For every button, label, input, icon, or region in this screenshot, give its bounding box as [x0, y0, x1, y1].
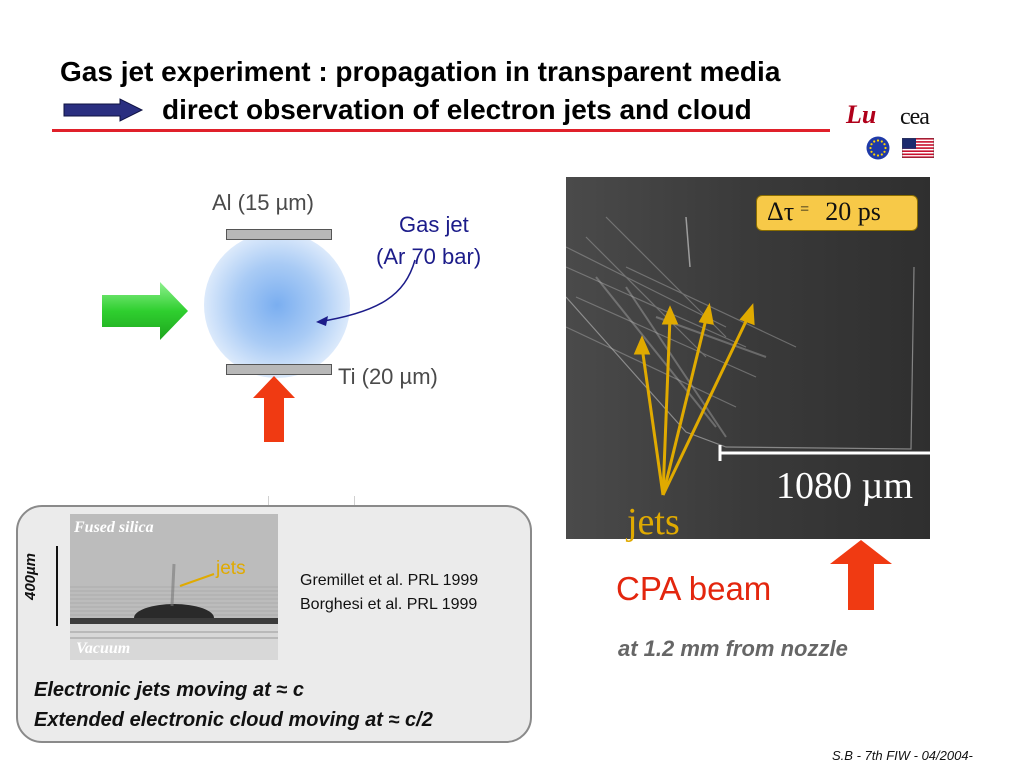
luli-logo: Lu — [846, 100, 877, 129]
nozzle-distance-label: at 1.2 mm from nozzle — [618, 636, 848, 661]
slide-title-line1: Gas jet experiment : propagation in tran… — [60, 56, 781, 87]
delay-symbol: Δτ — [767, 197, 795, 226]
jets-label: jets — [627, 501, 680, 543]
inset-scale-label: 400µm — [22, 552, 39, 600]
slide-footer: S.B - 7th FIW - 04/2004- — [832, 748, 973, 763]
finding-electronic-cloud: Extended electronic cloud moving at ≈ c/… — [34, 709, 433, 731]
al-foil-label: Al (15 µm) — [212, 190, 314, 215]
al-foil — [226, 229, 332, 240]
ti-foil-label: Ti (20 µm) — [338, 364, 438, 389]
delay-badge: Δτ = 20 ps — [756, 195, 918, 231]
ti-foil — [226, 364, 332, 375]
cea-logo: cea — [900, 104, 930, 130]
reference-borghesi: Borghesi et al. PRL 1999 — [300, 596, 478, 613]
cpa-beam-label: CPA beam — [616, 570, 772, 607]
inset-scale-bar — [56, 546, 58, 626]
eu-flag-icon — [866, 136, 890, 160]
delay-equals: = — [800, 201, 810, 218]
probe-beam-arrow-icon — [102, 282, 188, 340]
scale-bar-label: 1080 µm — [776, 465, 913, 507]
laser-arrow-icon — [253, 376, 295, 442]
title-underline — [52, 129, 830, 132]
delay-value: 20 ps — [825, 197, 881, 226]
shadowgraph-image — [566, 177, 930, 539]
fused-silica-label: Fused silica — [74, 519, 154, 536]
title-arrow-icon — [63, 98, 144, 122]
inset-jets-label: jets — [216, 558, 246, 579]
reference-gremillet: Gremillet et al. PRL 1999 — [300, 572, 479, 589]
gas-jet-label: Gas jet — [399, 212, 469, 237]
cpa-beam-arrow-icon — [830, 540, 892, 610]
finding-electronic-jets: Electronic jets moving at ≈ c — [34, 679, 304, 701]
gas-jet-pointer-arrow — [316, 259, 416, 326]
slide-title-line2: direct observation of electron jets and … — [162, 94, 752, 125]
fused-silica-image — [70, 514, 278, 660]
gas-jet-cloud — [204, 232, 350, 378]
gas-jet-pressure-label: (Ar 70 bar) — [376, 244, 482, 269]
us-flag-icon — [902, 138, 934, 158]
vacuum-label: Vacuum — [76, 640, 131, 657]
